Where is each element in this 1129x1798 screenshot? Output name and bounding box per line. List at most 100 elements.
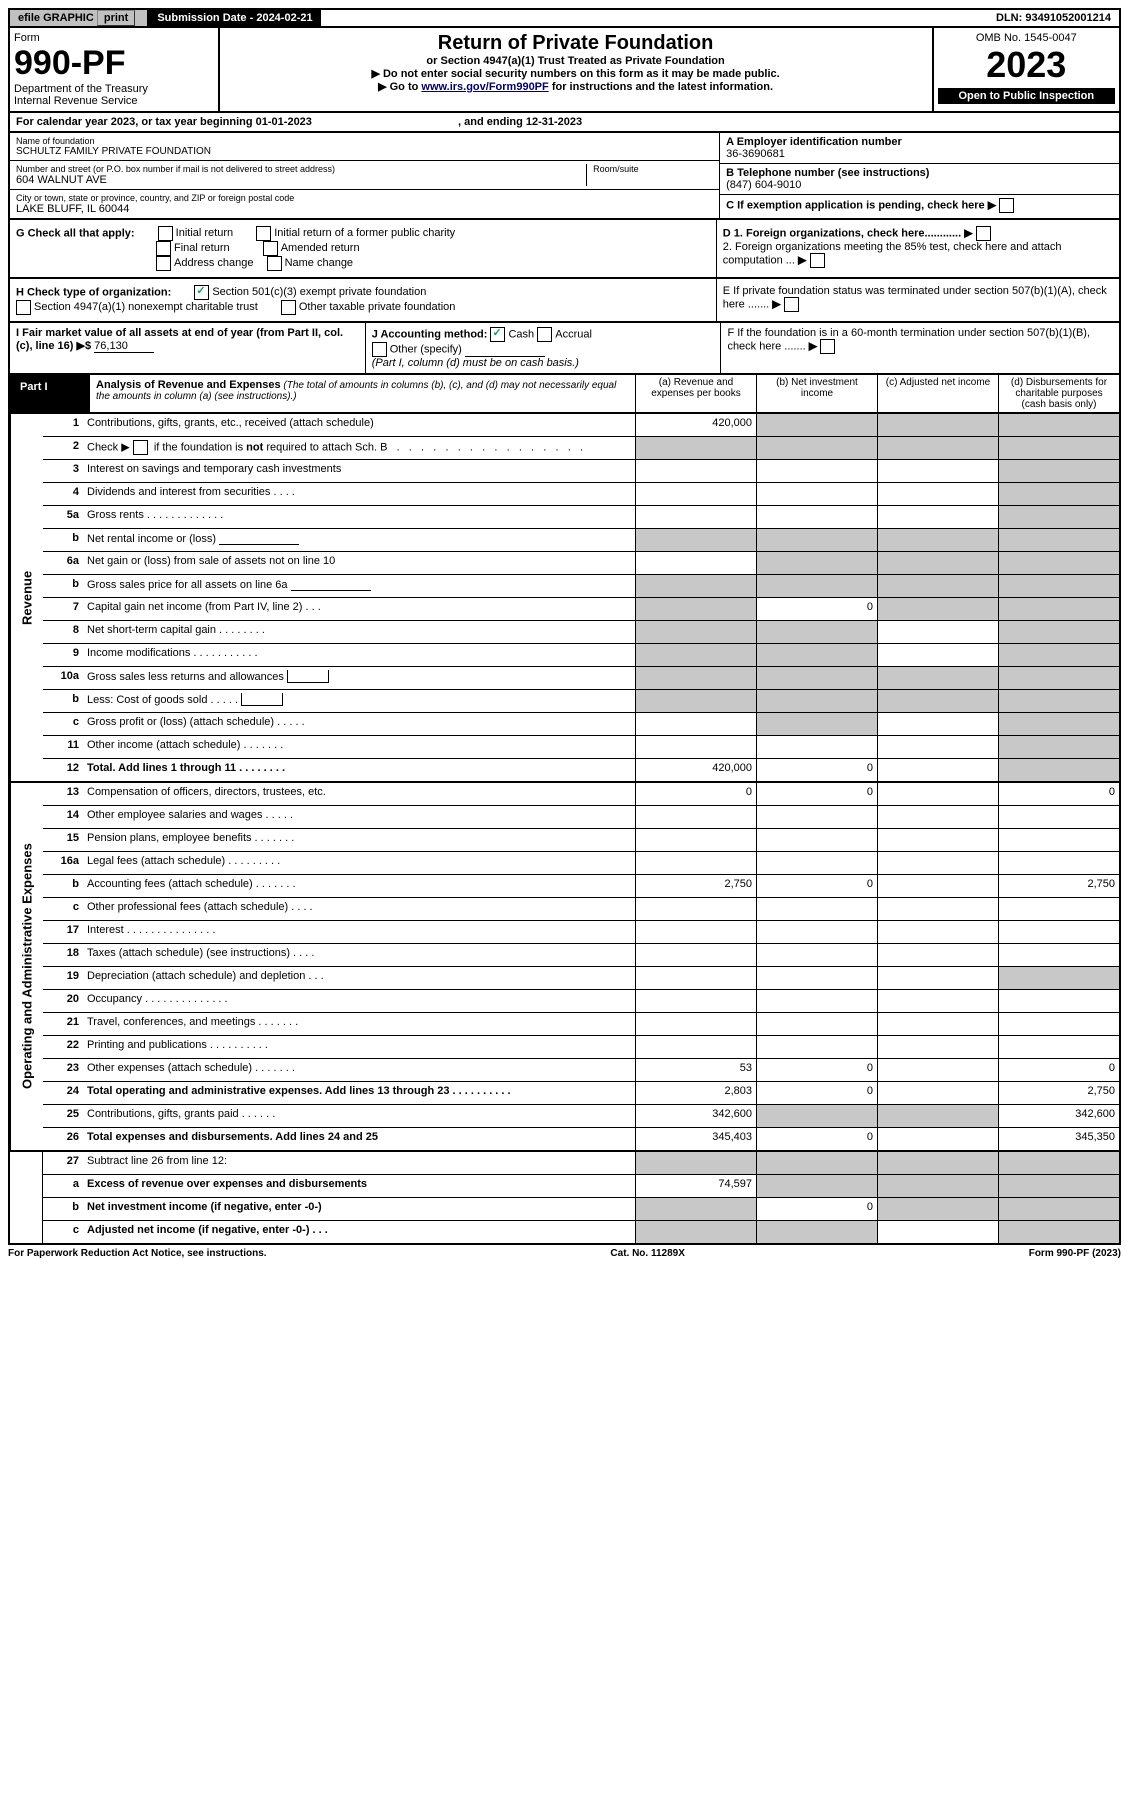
val-a (635, 667, 756, 689)
val-d (998, 575, 1119, 597)
val-d: 2,750 (998, 1082, 1119, 1104)
row-1: 1 Contributions, gifts, grants, etc., re… (43, 414, 1119, 437)
val-d: 0 (998, 1059, 1119, 1081)
row-17: 17Interest . . . . . . . . . . . . . . . (43, 921, 1119, 944)
val-b (756, 1036, 877, 1058)
row-21: 21Travel, conferences, and meetings . . … (43, 1013, 1119, 1036)
val-a (635, 852, 756, 874)
line-desc: Adjusted net income (if negative, enter … (83, 1221, 635, 1243)
line-desc: Other income (attach schedule) . . . . .… (83, 736, 635, 758)
name-change-checkbox[interactable] (267, 256, 282, 271)
4947a1-checkbox[interactable] (16, 300, 31, 315)
line-num: b (43, 1198, 83, 1220)
section-f-checkbox[interactable] (820, 339, 835, 354)
d2-checkbox[interactable] (810, 253, 825, 268)
info-right: A Employer identification number 36-3690… (719, 133, 1119, 218)
val-c (877, 829, 998, 851)
line-num: 3 (43, 460, 83, 482)
line-num: 11 (43, 736, 83, 758)
other-method-checkbox[interactable] (372, 342, 387, 357)
4947a1-label: Section 4947(a)(1) nonexempt charitable … (34, 301, 258, 313)
ein-value: 36-3690681 (726, 148, 1113, 160)
room-label: Room/suite (593, 164, 713, 174)
line-desc: Interest on savings and temporary cash i… (83, 460, 635, 482)
val-a (635, 990, 756, 1012)
row-26: 26Total expenses and disbursements. Add … (43, 1128, 1119, 1150)
val-b (756, 852, 877, 874)
line-desc: Gross sales less returns and allowances (83, 667, 635, 689)
line-num: b (43, 690, 83, 712)
section-e-checkbox[interactable] (784, 297, 799, 312)
initial-former-checkbox[interactable] (256, 226, 271, 241)
row-25: 25Contributions, gifts, grants paid . . … (43, 1105, 1119, 1128)
row-6b: bGross sales price for all assets on lin… (43, 575, 1119, 598)
val-a (635, 483, 756, 505)
val-b: 0 (756, 759, 877, 781)
col-c-head: (c) Adjusted net income (878, 375, 999, 412)
val-a (635, 598, 756, 620)
val-b (756, 967, 877, 989)
cash-checkbox[interactable] (490, 327, 505, 342)
exemption-cell: C If exemption application is pending, c… (720, 195, 1119, 218)
addr-value: 604 WALNUT AVE (16, 174, 586, 186)
line-desc: Interest . . . . . . . . . . . . . . . (83, 921, 635, 943)
val-c (877, 806, 998, 828)
print-button[interactable]: print (97, 10, 135, 26)
other-specify-line (465, 344, 545, 357)
fmv-value: 76,130 (94, 340, 154, 353)
tax-year: 2023 (938, 44, 1115, 86)
val-b: 0 (756, 1198, 877, 1220)
val-d: 345,350 (998, 1128, 1119, 1150)
row-27a: aExcess of revenue over expenses and dis… (43, 1175, 1119, 1198)
exemption-label: C If exemption application is pending, c… (726, 199, 985, 211)
val-c (877, 1013, 998, 1035)
line-desc: Other professional fees (attach schedule… (83, 898, 635, 920)
val-a: 74,597 (635, 1175, 756, 1197)
val-d (998, 1036, 1119, 1058)
row-20: 20Occupancy . . . . . . . . . . . . . . (43, 990, 1119, 1013)
address-row: Number and street (or P.O. box number if… (10, 161, 719, 190)
val-c (877, 552, 998, 574)
calendar-year-row: For calendar year 2023, or tax year begi… (8, 113, 1121, 133)
final-return-checkbox[interactable] (156, 241, 171, 256)
efile-topbar: efile GRAPHIC print Submission Date - 20… (8, 8, 1121, 28)
val-d: 2,750 (998, 875, 1119, 897)
address-change-checkbox[interactable] (156, 256, 171, 271)
val-b (756, 667, 877, 689)
val-b: 0 (756, 598, 877, 620)
amended-return-checkbox[interactable] (263, 241, 278, 256)
val-c (877, 736, 998, 758)
cash-basis-note: (Part I, column (d) must be on cash basi… (372, 357, 579, 369)
header-center: Return of Private Foundation or Section … (220, 28, 932, 111)
val-d (998, 898, 1119, 920)
line-desc: Income modifications . . . . . . . . . .… (83, 644, 635, 666)
val-a (635, 690, 756, 712)
val-d (998, 759, 1119, 781)
foundation-info-grid: Name of foundation SCHULTZ FAMILY PRIVAT… (8, 133, 1121, 220)
val-b (756, 575, 877, 597)
form-title: Return of Private Foundation (224, 32, 928, 55)
val-a (635, 921, 756, 943)
section-j: J Accounting method: Cash Accrual Other … (366, 323, 721, 373)
val-c (877, 898, 998, 920)
line-num: 4 (43, 483, 83, 505)
d1-checkbox[interactable] (976, 226, 991, 241)
exemption-checkbox[interactable] (999, 198, 1014, 213)
sch-b-checkbox[interactable] (133, 440, 148, 455)
other-taxable-checkbox[interactable] (281, 300, 296, 315)
part-1-header: Part I Analysis of Revenue and Expenses … (8, 375, 1121, 414)
val-b: 0 (756, 1059, 877, 1081)
row-22: 22Printing and publications . . . . . . … (43, 1036, 1119, 1059)
val-c (877, 783, 998, 805)
501c3-checkbox[interactable] (194, 285, 209, 300)
irs-form-link[interactable]: www.irs.gov/Form990PF (421, 81, 548, 93)
line-desc: Pension plans, employee benefits . . . .… (83, 829, 635, 851)
accrual-checkbox[interactable] (537, 327, 552, 342)
line-num: b (43, 575, 83, 597)
val-d (998, 644, 1119, 666)
phone-label: B Telephone number (see instructions) (726, 167, 1113, 179)
initial-return-checkbox[interactable] (158, 226, 173, 241)
row-10b: bLess: Cost of goods sold . . . . . (43, 690, 1119, 713)
val-c (877, 529, 998, 551)
val-a (635, 529, 756, 551)
